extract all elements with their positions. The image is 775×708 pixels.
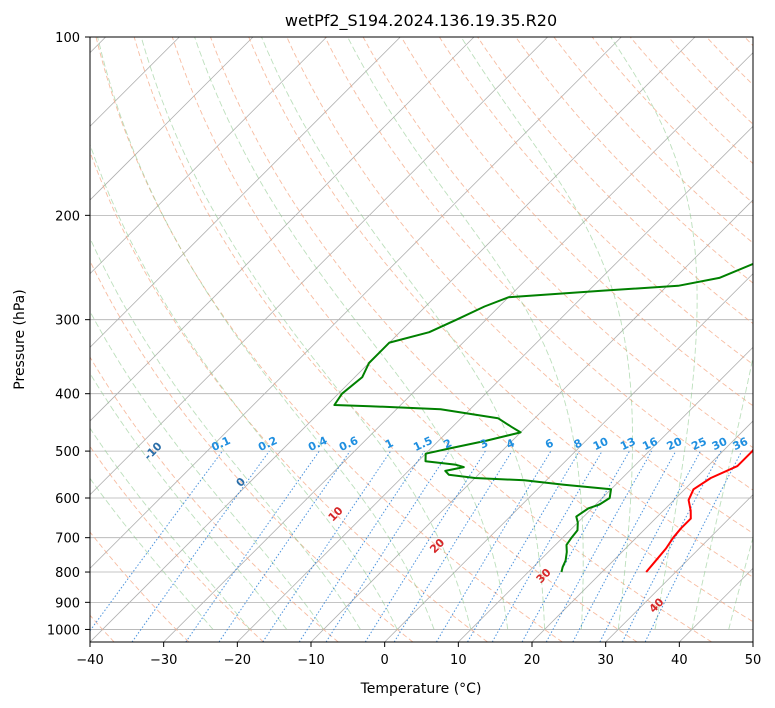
- mixing-ratio-line: [262, 450, 392, 642]
- mixing-ratio-line: [298, 450, 425, 642]
- x-tick-label: −30: [150, 653, 177, 668]
- y-tick-label: 200: [55, 209, 80, 224]
- dry-adiabat-line: [90, 531, 190, 642]
- y-tick-label: 300: [55, 314, 80, 329]
- y-tick-label: 900: [55, 596, 80, 611]
- moist-adiabat-line: [460, 37, 633, 630]
- isotherm-line: [458, 346, 753, 642]
- x-tick-label: 50: [745, 653, 762, 668]
- dry-adiabat-line: [171, 37, 712, 642]
- mixing-ratio-line: [521, 450, 630, 642]
- dry-adiabat-line: [515, 37, 753, 284]
- x-tick-label: 10: [450, 653, 467, 668]
- mixing-ratio-line: [644, 450, 743, 642]
- mixing-ratio-label: 16: [640, 435, 660, 453]
- y-tick-label: 600: [55, 492, 80, 507]
- dry-adiabat-line: [439, 37, 753, 365]
- mixing-ratio-line: [90, 450, 223, 632]
- isotherm-line: [90, 37, 475, 422]
- x-tick-label: 20: [524, 653, 541, 668]
- moist-adiabat-line: [90, 427, 251, 630]
- y-tick-label: 700: [55, 532, 80, 547]
- isotherm-line: [90, 37, 622, 569]
- y-axis-ticks: 100 200 300 400 500 600 700 800 900 1000: [47, 31, 90, 638]
- moist-adiabat-line: [90, 477, 214, 630]
- x-tick-label: −20: [224, 653, 251, 668]
- mixing-ratio-line: [572, 450, 677, 642]
- dry-adiabat-line: [90, 259, 414, 642]
- profile-series: [333, 262, 753, 573]
- y-tick-label: 800: [55, 566, 80, 581]
- x-axis-label: Temperature (°C): [360, 681, 482, 697]
- isotherm-line: [237, 125, 753, 642]
- mixing-ratio-line: [325, 450, 450, 642]
- mixing-ratio-label: 25: [689, 435, 708, 453]
- mixing-ratio-line: [218, 450, 351, 642]
- moist-adiabats: [90, 37, 753, 630]
- mixing-ratio-lines: [90, 450, 743, 642]
- isotherm-line: [90, 37, 401, 348]
- isotherm-line: [90, 37, 254, 201]
- mixing-ratio-line: [364, 450, 486, 642]
- mixing-ratio-line: [131, 450, 270, 642]
- isotherm-line: [90, 37, 327, 275]
- mixing-ratio-line: [393, 450, 513, 642]
- y-axis-label: Pressure (hPa): [12, 289, 28, 389]
- dry-adiabat-line: [90, 445, 264, 642]
- isotherm-line: [90, 37, 696, 642]
- dry-adiabat-line: [210, 37, 753, 623]
- isotherm-line: [531, 420, 753, 642]
- temperature-line: [645, 448, 753, 573]
- x-tick-label: 0: [381, 653, 389, 668]
- isotherm-line: [90, 37, 548, 496]
- mixing-ratio-line: [545, 450, 653, 642]
- mixing-ratio-line: [435, 450, 552, 642]
- dewpoint-line: [333, 262, 753, 573]
- isotherm-line: [605, 494, 753, 642]
- moist-adiabat-line: [261, 37, 546, 630]
- y-tick-label: 100: [55, 31, 80, 46]
- moist-adiabat-line: [97, 37, 435, 630]
- y-tick-label: 400: [55, 388, 80, 403]
- moist-adiabat-line: [691, 355, 753, 630]
- isotherm-line: [384, 273, 753, 642]
- moist-adiabat-line: [90, 143, 398, 630]
- plot-area: 0.10.20.40.611.52346810131620253036-100-…: [90, 37, 753, 642]
- moist-adiabat-line: [194, 37, 509, 630]
- moist-adiabat-line: [90, 372, 288, 630]
- dry-adiabat-line: [90, 356, 339, 642]
- y-tick-label: 1000: [47, 623, 80, 638]
- mixing-ratio-line: [185, 450, 320, 642]
- isobar-grid: [90, 37, 753, 630]
- x-tick-label: −10: [297, 653, 324, 668]
- x-tick-label: 40: [671, 653, 688, 668]
- dry-adiabat-line: [248, 37, 753, 578]
- mixing-ratio-label: 30: [710, 435, 730, 453]
- mixing-ratio-label: 10: [591, 435, 611, 453]
- mixing-ratio-line: [599, 450, 701, 642]
- mixing-ratio-label: 20: [665, 435, 685, 453]
- mixing-ratio-line: [621, 450, 722, 642]
- x-axis-ticks: −40 −30 −20 −10 0 10 20 30 40 50: [76, 642, 761, 668]
- plot-frame: [89, 36, 754, 643]
- moist-adiabat-line: [610, 37, 698, 630]
- x-tick-label: −40: [76, 653, 103, 668]
- x-tick-label: 30: [597, 653, 614, 668]
- moist-adiabat-line: [90, 237, 361, 630]
- dry-adiabat-line: [133, 37, 638, 642]
- dry-adiabat-line: [90, 150, 488, 642]
- mixing-ratio-label: 13: [618, 435, 637, 453]
- mixing-ratio-label: 36: [731, 435, 751, 453]
- moist-adiabat-line: [347, 37, 584, 630]
- dry-adiabats: [90, 37, 753, 642]
- dry-adiabat-line: [95, 37, 563, 642]
- chart-title: wetPf2_S194.2024.136.19.35.R20: [285, 11, 557, 31]
- y-tick-label: 500: [55, 445, 80, 460]
- dry-adiabat-line: [324, 37, 753, 491]
- dry-adiabat-line: [400, 37, 753, 407]
